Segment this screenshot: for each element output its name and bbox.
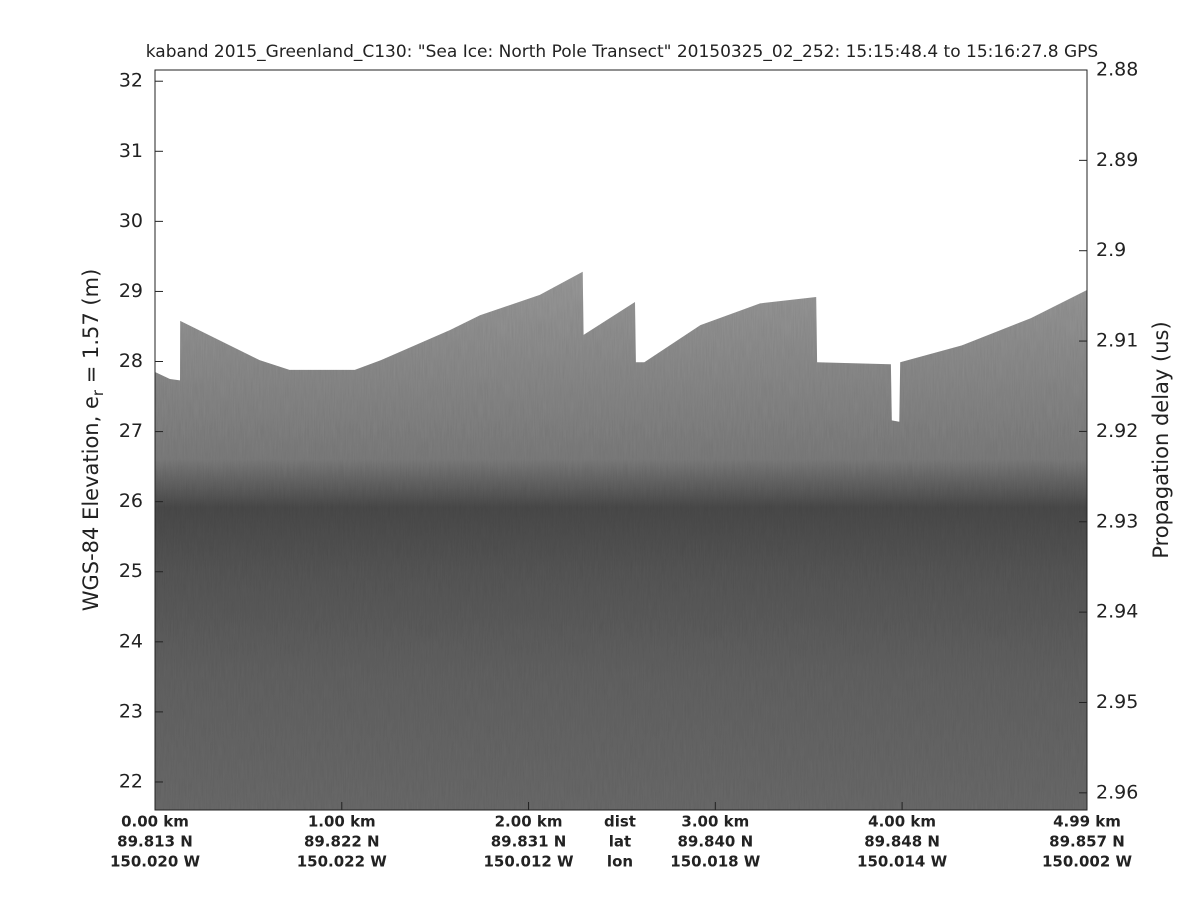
x-lat-label: 89.813 N	[117, 833, 193, 851]
x-tick-label: 4.99 km	[1053, 813, 1121, 831]
x-row-label: lon	[607, 853, 633, 871]
y2-tick-label: 2.92	[1096, 420, 1138, 442]
y2-tick-label: 2.94	[1096, 601, 1138, 623]
y-tick-label: 27	[119, 420, 143, 442]
y-tick-label: 25	[119, 560, 143, 582]
y-tick-label: 23	[119, 700, 143, 722]
x-tick-label: 0.00 km	[121, 813, 189, 831]
y2-tick-label: 2.9	[1096, 239, 1126, 261]
plot-frame	[154, 69, 1088, 811]
y-label-text: WGS-84 Elevation, e	[79, 396, 103, 611]
y-tick-label: 31	[119, 140, 143, 162]
y2-tick-label: 2.89	[1096, 149, 1138, 171]
x-lat-label: 89.840 N	[677, 833, 753, 851]
x-row-label: lat	[609, 833, 631, 851]
x-tick-label: 1.00 km	[308, 813, 376, 831]
x-tick-label: 3.00 km	[681, 813, 749, 831]
y-tick-label: 24	[119, 630, 143, 652]
y2-tick-label: 2.91	[1096, 330, 1138, 352]
echogram-area	[155, 271, 1087, 810]
y2-tick-label: 2.96	[1096, 781, 1138, 803]
x-tick-label: 4.00 km	[868, 813, 936, 831]
x-lat-label: 89.848 N	[864, 833, 940, 851]
x-tick-label: 2.00 km	[495, 813, 563, 831]
x-lon-label: 150.020 W	[110, 853, 201, 871]
y-label-subscript: r	[89, 389, 107, 396]
y-label-text: = 1.57 (m)	[79, 269, 103, 390]
x-row-label: dist	[604, 813, 636, 831]
y-tick-label: 32	[119, 70, 143, 92]
x-lat-label: 89.831 N	[491, 833, 567, 851]
y-axis-label: WGS-84 Elevation, er = 1.57 (m)	[79, 269, 107, 612]
chart-title: kaband 2015_Greenland_C130: "Sea Ice: No…	[146, 42, 1098, 62]
x-lon-label: 150.012 W	[484, 853, 575, 871]
x-lon-label: 150.014 W	[857, 853, 948, 871]
y2-axis-label: Propagation delay (us)	[1149, 321, 1173, 558]
y-tick-label: 28	[119, 350, 143, 372]
y-tick-label: 22	[119, 770, 143, 792]
x-lat-label: 89.822 N	[304, 833, 380, 851]
y2-tick-label: 2.95	[1096, 691, 1138, 713]
x-lon-label: 150.022 W	[297, 853, 388, 871]
x-lon-label: 150.018 W	[670, 853, 761, 871]
y-tick-label: 29	[119, 280, 143, 302]
x-lat-label: 89.857 N	[1049, 833, 1125, 851]
y-tick-label: 30	[119, 210, 143, 232]
y-tick-label: 26	[119, 490, 143, 512]
y2-tick-label: 2.88	[1096, 59, 1138, 81]
y2-tick-label: 2.93	[1096, 510, 1138, 532]
x-lon-label: 150.002 W	[1042, 853, 1133, 871]
